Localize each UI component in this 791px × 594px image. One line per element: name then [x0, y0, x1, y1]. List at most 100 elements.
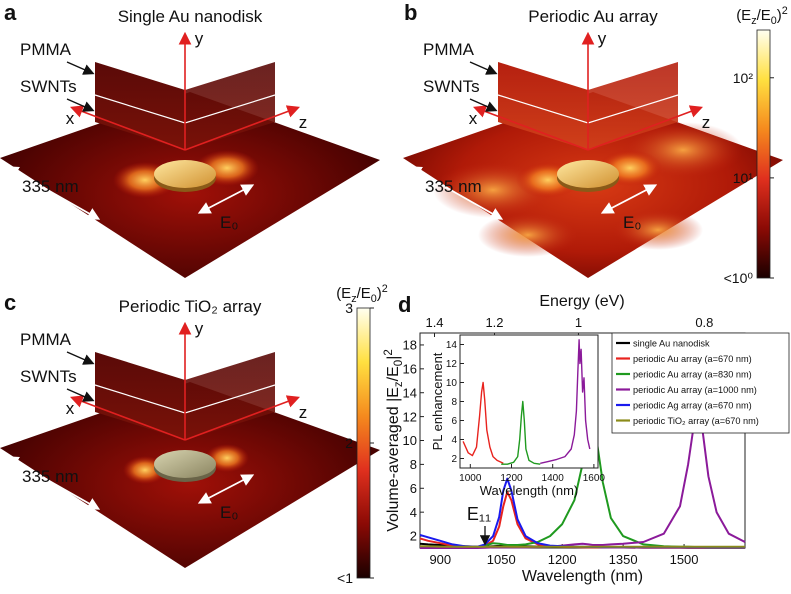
- colorbar-tick-label: 10²: [733, 70, 754, 86]
- y-tick-label: 6: [410, 481, 417, 496]
- legend-label: periodic Au array (a=1000 nm): [633, 385, 757, 395]
- y-tick-label: 2: [410, 529, 417, 544]
- y-tick-label: 6: [451, 416, 457, 427]
- layer-label: PMMA: [423, 40, 475, 59]
- axis-name: x: [66, 399, 75, 418]
- layer-label: SWNTs: [423, 77, 480, 96]
- axis-name: z: [299, 403, 308, 422]
- scale-label: 335 nm: [22, 177, 79, 196]
- legend-box: [611, 332, 790, 434]
- text-part: /E: [385, 366, 402, 381]
- text-part: 0: [771, 15, 777, 27]
- x2-tick-label: 1: [575, 315, 582, 330]
- series-line: [540, 339, 591, 464]
- panel-title: Single Au nanodisk: [118, 7, 263, 26]
- colorbar: [756, 29, 771, 279]
- layer-arrow: [66, 61, 95, 75]
- legend-label: single Au nanodisk: [633, 339, 710, 349]
- axis-name: z: [702, 113, 711, 132]
- field-label: E₀: [220, 503, 238, 522]
- x-tick-label: 1200: [548, 552, 577, 567]
- x-tick-label: 900: [429, 552, 451, 567]
- x-tick-label: 1200: [500, 473, 523, 484]
- legend-label: periodic TiO₂ array (a=670 nm): [633, 416, 759, 426]
- axis-arrow: [70, 395, 186, 441]
- y-tick-label: 14: [446, 340, 458, 351]
- x-axis-label: Wavelength (nm): [522, 568, 643, 585]
- text-part: (E: [336, 285, 351, 302]
- y-axis-label: Volume-averaged |Ez/E0|2: [383, 349, 405, 532]
- x-tick-label: 1400: [542, 473, 565, 484]
- text-part: /E: [357, 285, 371, 302]
- series-line: [420, 545, 745, 548]
- x-tick-label: 1000: [459, 473, 482, 484]
- y-tick-label: 12: [446, 359, 458, 370]
- x-axis-label: Wavelength (nm): [480, 483, 579, 498]
- text-part: ): [377, 285, 382, 302]
- legend-label: periodic Ag array (a=670 nm): [633, 401, 752, 411]
- scale-arrow: [5, 166, 101, 220]
- layer-arrow: [66, 98, 95, 112]
- y-tick-label: 18: [403, 338, 417, 353]
- axis-name: y: [598, 29, 607, 48]
- panel-label: a: [4, 0, 17, 25]
- y-tick-label: 12: [403, 409, 417, 424]
- panel-label: d: [398, 292, 411, 317]
- series-line: [501, 400, 541, 465]
- field-hotspot: [205, 444, 249, 472]
- panel-title: Periodic TiO₂ array: [119, 297, 262, 316]
- nanodisk: [557, 160, 619, 188]
- y-tick-label: 2: [451, 454, 457, 465]
- text-part: 2: [782, 5, 788, 17]
- x2-axis-label: Energy (eV): [539, 293, 624, 310]
- panel-title: Periodic Au array: [528, 7, 658, 26]
- layer-arrow: [66, 388, 95, 402]
- scale-arrow: [5, 456, 101, 510]
- text-part: /E: [757, 7, 771, 24]
- colorbar: [356, 307, 371, 579]
- colorbar-tick-label: 2: [345, 435, 353, 451]
- field-wall: [498, 62, 588, 150]
- x-tick-label: 1600: [583, 473, 606, 484]
- panel-label: b: [404, 0, 417, 25]
- text-part: 2: [382, 283, 388, 295]
- field-label: E₀: [220, 213, 238, 232]
- x-tick-label: 1350: [609, 552, 638, 567]
- y-tick-label: 16: [403, 361, 417, 376]
- text-part: (E: [736, 7, 751, 24]
- legend-label: periodic Au array (a=830 nm): [633, 370, 752, 380]
- field-hotspot: [478, 213, 578, 257]
- field-wall: [588, 62, 678, 150]
- colorbar-tick-label: 3: [345, 300, 353, 316]
- series-line: [462, 381, 504, 464]
- panel: x y z PMMA SWNTs 335 nm E₀ a Single Au nanodisk: [0, 0, 380, 278]
- colorbar-tick-label: <1: [337, 570, 353, 586]
- x2-tick-label: 1.2: [485, 315, 503, 330]
- text-part: Volume-averaged |E: [385, 387, 402, 532]
- text-part: 0: [393, 360, 405, 366]
- axis-arrow: [587, 105, 703, 151]
- layer-arrow: [469, 61, 498, 75]
- field-wall: [95, 62, 185, 150]
- field-label: E₀: [623, 213, 641, 232]
- scale-label: 335 nm: [22, 467, 79, 486]
- colorbar-tick-label: <10⁰: [724, 270, 754, 286]
- layer-label: PMMA: [20, 330, 72, 349]
- field-wall: [95, 352, 185, 440]
- x2-tick-label: 1.4: [425, 315, 443, 330]
- y-tick-label: 10: [403, 433, 417, 448]
- text-part: 2: [383, 349, 395, 355]
- axis-arrow: [184, 105, 300, 151]
- axis-arrow: [184, 395, 300, 441]
- field-hotspot: [613, 210, 703, 250]
- panel: x y z PMMA SWNTs 335 nm E₀ c Periodic TiO₂ array: [0, 290, 380, 568]
- axis-arrow: [473, 105, 589, 151]
- axis-name: y: [195, 319, 204, 338]
- field-arrow: [600, 184, 658, 214]
- plot-background: [460, 335, 598, 468]
- legend-label: periodic Au array (a=670 nm): [633, 354, 752, 364]
- y-tick-label: 14: [403, 385, 417, 400]
- field-arrow: [197, 474, 255, 504]
- text-part: z: [751, 15, 756, 27]
